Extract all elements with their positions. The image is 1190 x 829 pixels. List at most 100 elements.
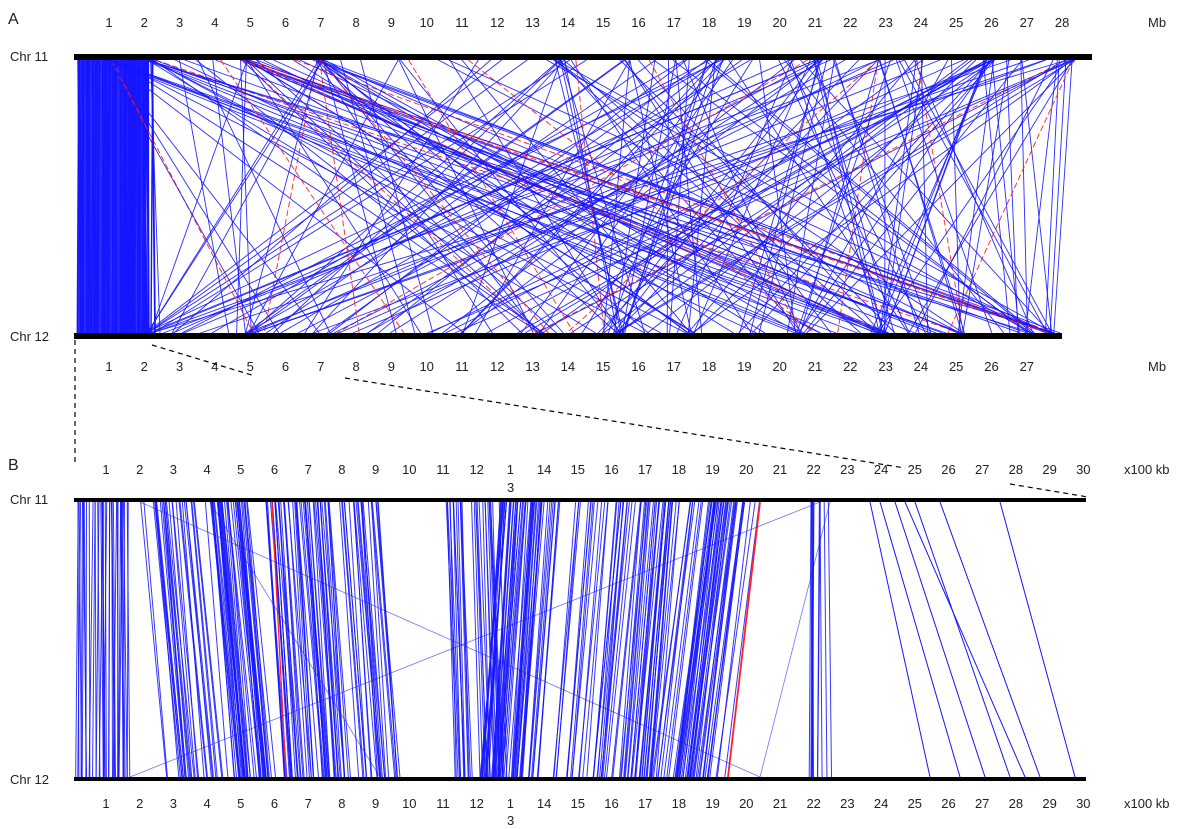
synteny-link: [339, 501, 360, 778]
synteny-link: [823, 501, 828, 778]
synteny-link: [361, 501, 381, 778]
synteny-link: [181, 501, 205, 778]
inverted-link: [320, 59, 549, 334]
synteny-link: [319, 501, 339, 778]
synteny-link: [212, 59, 246, 334]
synteny-link: [245, 59, 625, 334]
synteny-link: [210, 501, 240, 778]
synteny-link: [486, 59, 993, 334]
panel-b-bottom-tick-label: 11: [436, 796, 450, 811]
synteny-link: [473, 501, 484, 778]
synteny-link: [982, 59, 1011, 334]
panel-a-bottom-unit: Mb: [1148, 359, 1166, 374]
synteny-link: [460, 501, 473, 778]
panel-a-bottom-tick-label: 17: [667, 359, 681, 374]
synteny-link: [884, 59, 987, 334]
inverted-link: [155, 59, 961, 334]
synteny-link: [230, 501, 261, 778]
panel-b-bottom-tick-label: 19: [705, 796, 719, 811]
panel-b-top-tick-label: 25: [908, 462, 922, 477]
synteny-link: [657, 501, 696, 778]
synteny-link: [457, 501, 466, 778]
synteny-link: [604, 501, 633, 778]
panel-b-top-tick-label: 2: [136, 462, 143, 477]
synteny-link: [140, 501, 168, 778]
panel-b-top-tick-label: 19: [705, 462, 719, 477]
synteny-link: [175, 501, 198, 778]
synteny-link: [246, 59, 720, 334]
panel-a-bottom-tick-label: 18: [702, 359, 716, 374]
synteny-link: [265, 501, 287, 778]
panel-b-bottom-tick-label: 12: [469, 796, 483, 811]
panel-a-synteny-links: [76, 59, 1076, 334]
synteny-link: [566, 501, 592, 778]
panel-a-top-tick-label: 10: [419, 15, 433, 30]
synteny-link: [879, 501, 961, 778]
synteny-link: [536, 501, 561, 778]
synteny-link: [708, 59, 1035, 334]
synteny-link: [266, 59, 656, 334]
panel-a-label: A: [8, 11, 19, 28]
synteny-link: [77, 501, 82, 778]
synteny-link: [784, 59, 1005, 334]
synteny-link: [592, 501, 622, 778]
synteny-link: [724, 501, 760, 778]
synteny-link: [625, 59, 798, 334]
panel-b-top-tick-label: 11: [436, 462, 450, 477]
inverted-link: [240, 59, 1049, 334]
synteny-link: [482, 501, 502, 778]
synteny-link: [249, 59, 626, 334]
synteny-link: [715, 501, 756, 778]
synteny-link: [149, 59, 248, 334]
synteny-link: [586, 501, 609, 778]
synteny-link: [191, 501, 218, 778]
synteny-link: [668, 501, 704, 778]
synteny-link: [879, 59, 917, 334]
panel-a-top-tick-label: 7: [317, 15, 324, 30]
synteny-link: [459, 501, 471, 778]
synteny-link: [323, 501, 342, 778]
synteny-link: [690, 501, 723, 778]
synteny-link: [146, 59, 528, 334]
synteny-link: [122, 501, 128, 778]
synteny-link: [693, 501, 731, 778]
synteny-link: [227, 501, 257, 778]
dense-synteny-block: [78, 60, 146, 333]
panel-b-bottom-tick-label: 27: [975, 796, 989, 811]
synteny-link: [728, 59, 909, 334]
synteny-link: [655, 501, 680, 778]
synteny-link: [300, 501, 325, 778]
synteny-link: [139, 501, 761, 778]
synteny-link: [256, 59, 557, 334]
synteny-link: [80, 501, 83, 778]
synteny-link: [353, 501, 378, 778]
synteny-link: [660, 501, 694, 778]
panel-b-bottom-tick-label: 3: [170, 796, 177, 811]
synteny-link: [1049, 59, 1067, 334]
synteny-link: [570, 59, 752, 334]
synteny-link: [449, 59, 621, 334]
synteny-link: [110, 59, 465, 334]
synteny-link: [869, 501, 931, 778]
synteny-link: [150, 59, 161, 334]
panel-a-top-tick-label: 13: [525, 15, 539, 30]
synteny-link: [288, 501, 308, 778]
synteny-link: [318, 59, 766, 334]
panel-a-top-tick-label: 3: [176, 15, 183, 30]
panel-b-top-tick-label: 3: [170, 462, 177, 477]
inverted-link: [566, 59, 879, 334]
panel-b-top-tick-label: 6: [271, 462, 278, 477]
synteny-link: [582, 501, 609, 778]
synteny-link: [110, 501, 116, 778]
synteny-link: [520, 59, 725, 334]
synteny-link: [129, 501, 821, 778]
synteny-link: [800, 59, 1051, 334]
synteny-link: [493, 501, 514, 778]
panel-b-top-tick-label: 18: [672, 462, 686, 477]
panel-a-top-unit: Mb: [1148, 15, 1166, 30]
synteny-link: [798, 59, 949, 334]
panel-a-bottom-tick-label: 1: [105, 359, 112, 374]
synteny-link: [320, 59, 564, 334]
panel-a-bottom-tick-label: 2: [141, 359, 148, 374]
